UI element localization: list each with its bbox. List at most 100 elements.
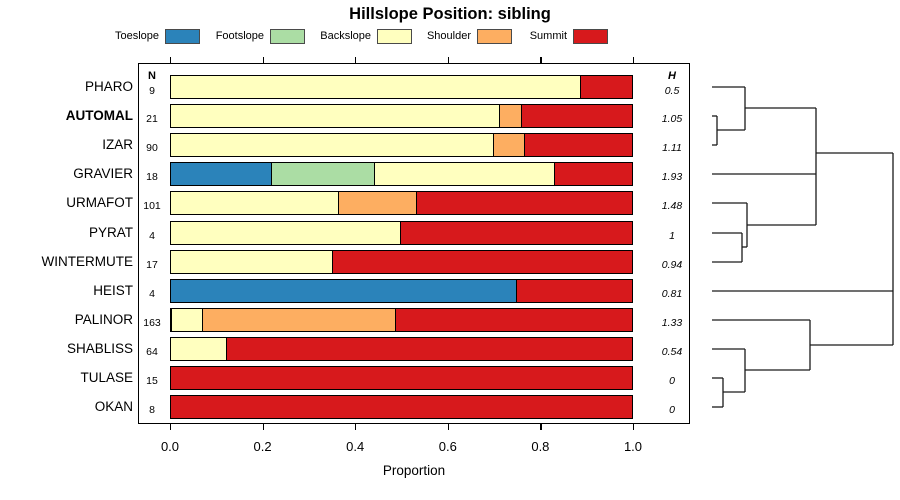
bar-segment (170, 191, 340, 216)
n-value: 21 (146, 113, 158, 126)
bar-row (170, 104, 633, 129)
h-value: 0 (669, 404, 675, 417)
legend-swatch (573, 29, 608, 44)
x-axis-title: Proportion (382, 463, 446, 478)
n-value: 8 (149, 404, 155, 417)
bar-segment (515, 278, 633, 303)
x-tick-label: 0.0 (160, 439, 180, 454)
h-value: 0.54 (661, 345, 683, 358)
n-value: 64 (146, 345, 158, 358)
row-label: URMAFOT (66, 195, 133, 211)
bar-segment (170, 133, 495, 158)
legend-label: Summit (529, 30, 567, 42)
row-label: GRAVIER (73, 166, 133, 182)
x-tick (170, 424, 172, 430)
bar-segment (170, 104, 501, 129)
legend-label: Backslope (320, 30, 371, 42)
bar-segment (521, 104, 633, 129)
bar-segment (337, 191, 418, 216)
n-value: 17 (146, 258, 158, 271)
n-value: 101 (143, 200, 161, 213)
legend-swatch (165, 29, 200, 44)
bar-row (170, 133, 633, 158)
bar-segment (331, 249, 633, 274)
h-value: 1.93 (661, 171, 683, 184)
chart-title: Hillslope Position: sibling (349, 5, 551, 23)
n-column-header: N (148, 70, 156, 82)
x-tick (447, 424, 449, 430)
bar-segment (170, 162, 273, 187)
bar-segment (170, 366, 633, 390)
bar-segment (170, 220, 402, 245)
plot-box (138, 63, 690, 424)
bar-row (170, 366, 633, 390)
h-value: 0.81 (661, 287, 683, 300)
row-label: SHABLISS (66, 340, 133, 356)
x-tick (540, 57, 542, 63)
x-tick-label: 0.2 (253, 439, 272, 454)
bar-segment (374, 162, 556, 187)
x-tick (355, 424, 357, 430)
bar-row (170, 278, 633, 303)
bar-row (170, 307, 633, 332)
row-label: TULASE (80, 370, 133, 385)
bar-segment (226, 336, 633, 361)
bar-segment (499, 104, 523, 129)
h-value: 1.48 (661, 200, 683, 213)
bar-row (170, 220, 633, 245)
h-value: 1.05 (661, 113, 683, 126)
h-column-header: H (668, 70, 676, 82)
bar-segment (400, 220, 633, 245)
bar-row (170, 191, 633, 216)
legend-swatch (477, 29, 512, 44)
bar-segment (202, 307, 397, 332)
x-tick (170, 57, 172, 63)
bar-segment (271, 162, 376, 187)
legend-label: Toeslope (114, 30, 159, 42)
bar-segment (170, 278, 518, 303)
h-value: 0.94 (661, 258, 683, 271)
n-value: 15 (146, 375, 158, 387)
h-value: 1.33 (661, 316, 683, 329)
bar-segment (170, 395, 633, 420)
n-value: 4 (149, 229, 155, 242)
bar-segment (170, 336, 228, 361)
row-label: HEIST (93, 282, 133, 298)
bar-segment (554, 162, 633, 187)
row-label: IZAR (102, 137, 133, 153)
bar-segment (170, 249, 334, 274)
bar-row (170, 249, 633, 274)
row-label: PYRAT (88, 224, 133, 240)
x-tick-label: 1.0 (623, 439, 643, 454)
x-tick (262, 424, 264, 430)
row-label: AUTOMAL (65, 108, 133, 124)
bar-segment (415, 191, 633, 216)
x-tick (633, 57, 635, 63)
x-tick (633, 424, 635, 430)
x-tick-label: 0.4 (346, 439, 365, 454)
bar-row (170, 162, 633, 187)
x-tick (355, 57, 357, 63)
row-label: OKAN (94, 399, 133, 415)
row-label: PALINOR (74, 311, 133, 327)
x-tick-label: 0.8 (531, 439, 550, 454)
legend-swatch (270, 29, 305, 44)
bar-row (170, 75, 633, 99)
bar-segment (580, 75, 633, 99)
bar-segment (395, 307, 633, 332)
h-value: 0 (669, 375, 675, 387)
n-value: 9 (149, 85, 155, 97)
row-label: PHARO (84, 79, 133, 94)
n-value: 163 (143, 316, 161, 329)
x-tick (540, 424, 542, 430)
h-value: 1 (669, 229, 675, 242)
legend-label: Shoulder (426, 30, 471, 42)
n-value: 90 (146, 142, 158, 155)
h-value: 1.11 (662, 142, 682, 155)
x-tick-label: 0.6 (438, 439, 457, 454)
x-tick (262, 57, 264, 63)
n-value: 18 (146, 171, 158, 184)
bar-segment (171, 307, 204, 332)
bar-row (170, 336, 633, 361)
